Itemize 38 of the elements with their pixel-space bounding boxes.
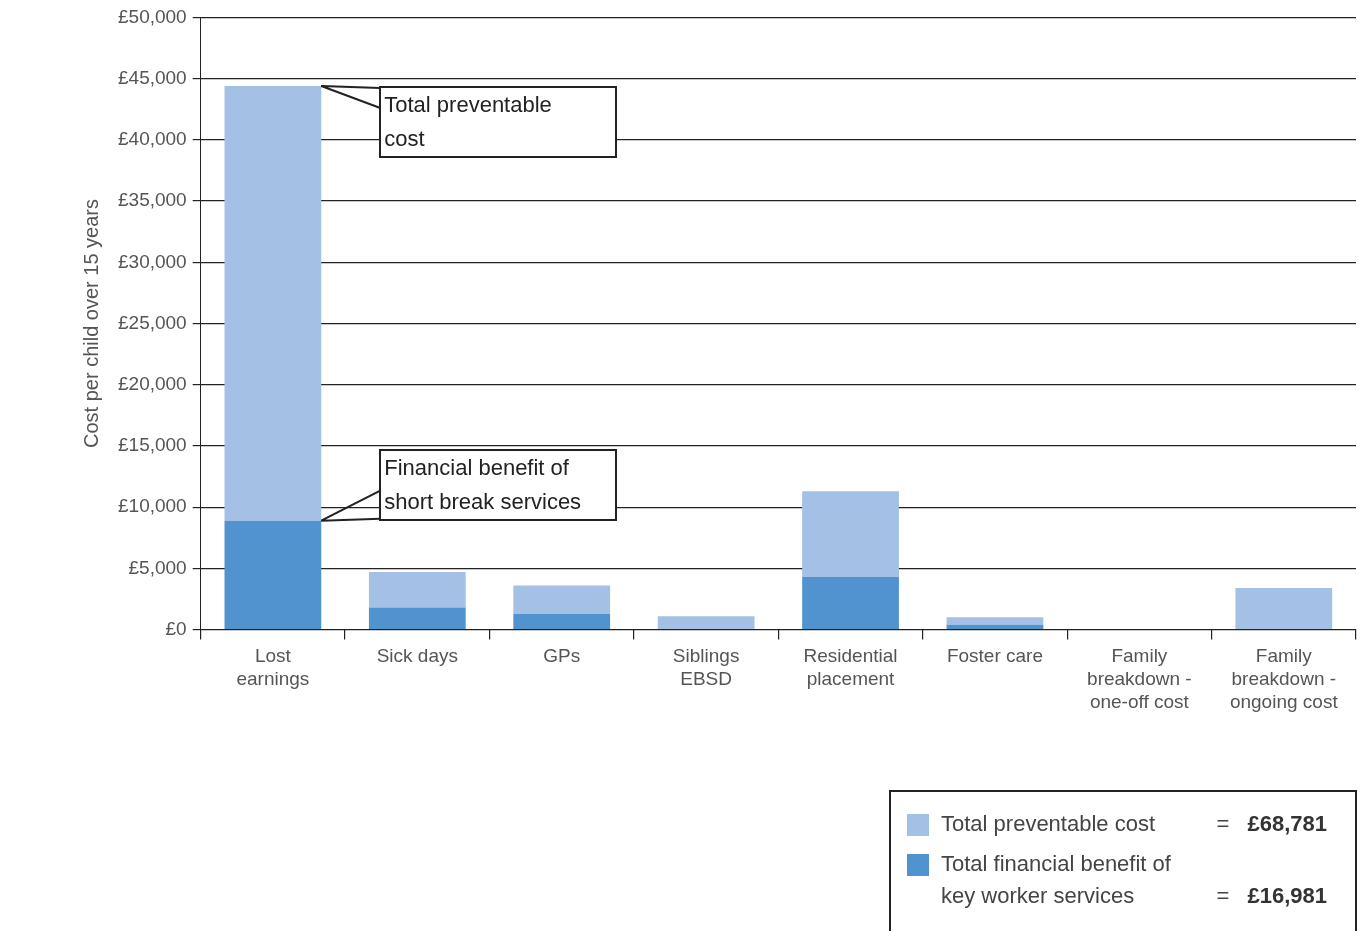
- bar: [802, 491, 899, 577]
- x-tick-label: Foster care: [946, 645, 1044, 667]
- bar: [224, 85, 322, 521]
- bar: [946, 624, 1044, 629]
- text: = £68,781: [1216, 810, 1327, 838]
- bar: [513, 585, 611, 614]
- bar: [657, 616, 755, 629]
- y-tick-label: £25,000: [117, 311, 187, 333]
- y-tick-label: £40,000: [117, 128, 187, 150]
- bar: [946, 617, 1044, 625]
- bar: [224, 520, 322, 629]
- bar: [368, 572, 466, 608]
- y-tick-label: £45,000: [117, 66, 187, 88]
- y-tick-label: £35,000: [117, 189, 187, 211]
- bar: [368, 607, 466, 629]
- y-axis-title: Cost per child over 15 years: [79, 198, 102, 449]
- y-tick-label: £0: [165, 617, 187, 639]
- annotation: Total preventable cost: [384, 90, 552, 153]
- x-tick-label: Family breakdown - one-off cost: [1087, 645, 1192, 712]
- text: = £16,981: [1216, 882, 1327, 910]
- legend-label: Total preventable cost: [941, 810, 1157, 838]
- x-tick-label: Sick days: [376, 645, 458, 667]
- x-tick-label: Residential placement: [803, 645, 898, 690]
- y-tick-label: £15,000: [117, 434, 187, 456]
- y-tick-label: £50,000: [117, 5, 187, 27]
- x-tick-label: Family breakdown - ongoing cost: [1229, 645, 1339, 712]
- y-tick-label: £10,000: [117, 495, 187, 517]
- legend-label: Total financial benefit of key worker services: [941, 850, 1172, 910]
- bar: [1235, 587, 1333, 629]
- y-tick-label: £30,000: [117, 250, 187, 272]
- y-tick-label: £20,000: [117, 372, 187, 394]
- x-tick-label: GPs: [543, 645, 581, 667]
- y-tick-label: £5,000: [128, 556, 187, 578]
- bar: [802, 576, 899, 629]
- annotation: Financial benefit of short break services: [384, 453, 582, 516]
- x-tick-label: Siblings EBSD: [672, 645, 740, 690]
- x-tick-label: Lost earnings: [236, 645, 310, 690]
- bar: [513, 613, 611, 629]
